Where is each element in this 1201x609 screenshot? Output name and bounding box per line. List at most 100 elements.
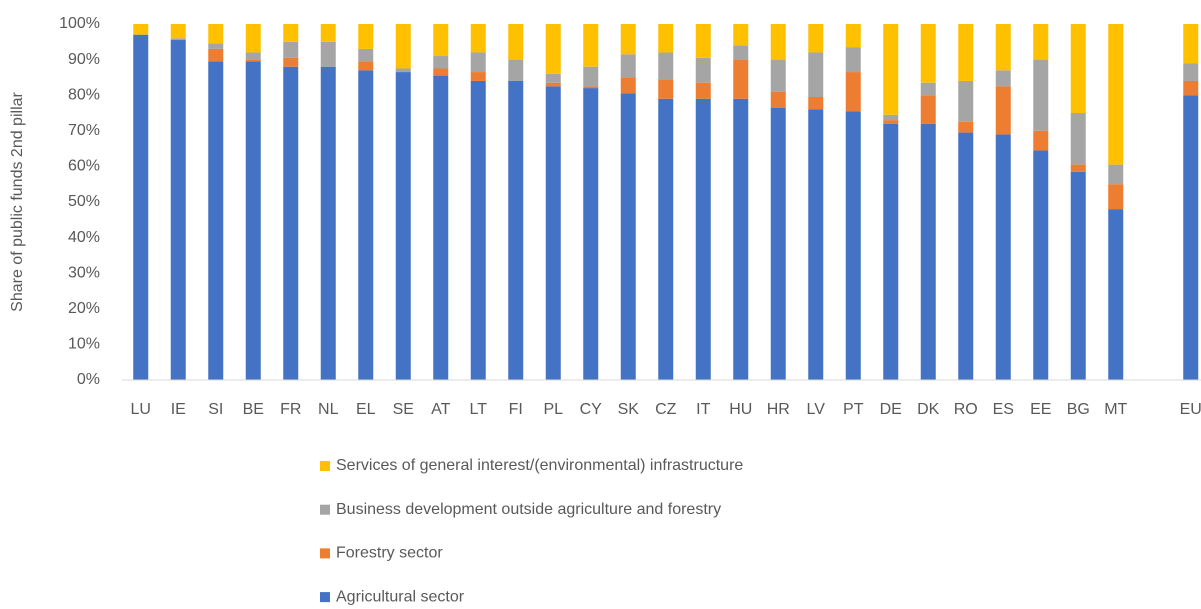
bar-segment — [770, 24, 786, 60]
bar-segment — [508, 59, 524, 81]
bar-segment — [583, 66, 599, 87]
bar-segment — [1033, 150, 1049, 380]
x-tick-label: EL — [356, 401, 376, 418]
bar-segment — [1070, 164, 1086, 172]
y-tick-label: 90% — [68, 51, 100, 68]
bar-segment — [695, 24, 711, 58]
x-tick-label: CZ — [655, 401, 677, 418]
bar-segment — [845, 47, 861, 73]
x-tick-label: DK — [917, 401, 940, 418]
legend-swatch — [320, 548, 330, 559]
legend-label: Forestry sector — [336, 545, 443, 562]
bar-segment — [1070, 24, 1086, 113]
bar-segment — [283, 41, 299, 58]
x-tick-label: HR — [767, 401, 790, 418]
bar-segment — [808, 24, 824, 53]
bar-segment — [1033, 59, 1049, 131]
bar-segment — [245, 24, 261, 53]
bar-segment — [995, 134, 1011, 380]
bar-segment — [1033, 24, 1049, 60]
bar-segment — [470, 72, 486, 81]
x-tick-label: SK — [618, 401, 640, 418]
bar-segment — [808, 52, 824, 97]
bar-segment — [208, 43, 224, 49]
x-tick-label: HU — [729, 401, 752, 418]
bar-segment — [883, 114, 899, 121]
y-tick-label: 0% — [77, 371, 100, 388]
y-tick-label: 30% — [68, 264, 100, 281]
bar-segment — [733, 59, 749, 99]
bar-segment — [733, 45, 749, 60]
bar-segment — [658, 52, 674, 80]
bar-segment — [658, 24, 674, 53]
bar-segment — [583, 86, 599, 89]
bar-segment — [545, 73, 561, 83]
y-tick-label: 70% — [68, 122, 100, 139]
bar-segment — [170, 24, 186, 39]
bar-segment — [170, 38, 186, 41]
x-tick-label: PT — [843, 401, 864, 418]
x-tick-label: DE — [880, 401, 902, 418]
bar-segment — [358, 24, 374, 49]
x-tick-label: NL — [318, 401, 339, 418]
bar-segment — [395, 24, 411, 69]
bar-segment — [283, 24, 299, 42]
bar-segment — [433, 24, 449, 57]
bar-segment — [1033, 130, 1049, 151]
bar-segment — [920, 123, 936, 381]
x-tick-label: RO — [954, 401, 978, 418]
bar-segment — [695, 57, 711, 83]
bar-segment — [733, 24, 749, 46]
bar-segment — [845, 111, 861, 380]
bar-segment — [170, 40, 186, 381]
y-tick-label: 10% — [68, 336, 100, 353]
bar-segment — [1183, 80, 1199, 96]
bar-segment — [1108, 164, 1124, 185]
bar-segment — [958, 121, 974, 133]
bar-segment — [508, 24, 524, 60]
bar-segment — [283, 57, 299, 67]
x-tick-label: LV — [807, 401, 826, 418]
bar-segment — [245, 52, 261, 60]
x-tick-label: ES — [993, 401, 1014, 418]
bar-segment — [1070, 113, 1086, 165]
legend-swatch — [320, 504, 330, 515]
bar-segment — [358, 48, 374, 62]
bar-segment — [208, 61, 224, 380]
bar-segment — [245, 61, 261, 380]
bar-segment — [883, 120, 899, 124]
bar-segment — [808, 109, 824, 380]
bar-segment — [433, 68, 449, 76]
y-tick-label: 50% — [68, 193, 100, 210]
bar-segment — [995, 70, 1011, 87]
bar-segment — [395, 72, 411, 380]
x-tick-label: IE — [171, 401, 186, 418]
legend-label: Services of general interest/(environmen… — [336, 457, 743, 474]
bar-segment — [995, 86, 1011, 135]
bar-segment — [545, 24, 561, 74]
x-tick-label: MT — [1104, 401, 1127, 418]
bar-segment — [433, 75, 449, 381]
bar-segment — [995, 24, 1011, 71]
x-tick-label: CY — [580, 401, 603, 418]
bar-segment — [320, 41, 336, 67]
x-tick-label: SE — [393, 401, 414, 418]
bar-segment — [433, 56, 449, 69]
bar-segment — [545, 86, 561, 381]
bar-segment — [733, 98, 749, 380]
x-tick-label: FR — [280, 401, 301, 418]
bar-segment — [320, 66, 336, 380]
bar-segment — [1108, 184, 1124, 210]
bar-segment — [133, 24, 149, 35]
legend-swatch — [320, 461, 330, 471]
bar-segment — [620, 77, 636, 94]
x-tick-label: BE — [243, 401, 264, 418]
bar-segment — [470, 24, 486, 53]
bar-segment — [245, 59, 261, 62]
bar-segment — [845, 24, 861, 48]
bar-segment — [920, 82, 936, 96]
bar-segment — [320, 24, 336, 42]
bar-segment — [358, 70, 374, 380]
bar-segment — [545, 82, 561, 87]
bar-segment — [808, 96, 824, 110]
